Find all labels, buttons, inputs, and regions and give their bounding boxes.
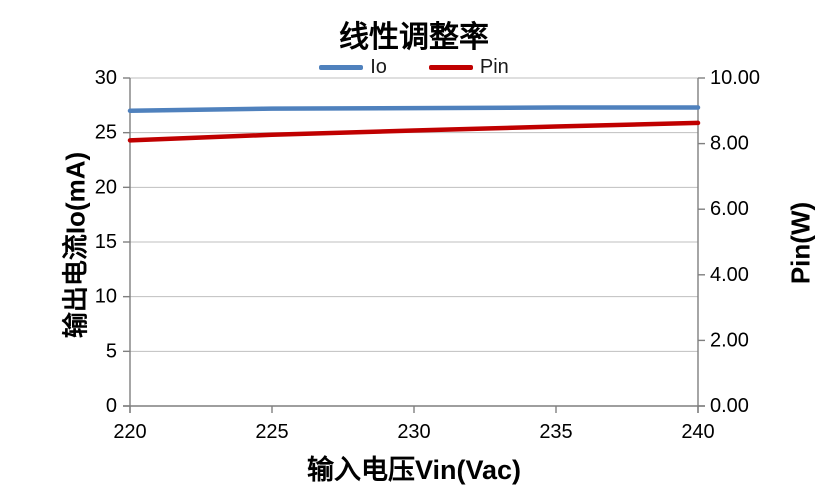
right-tick-label: 2.00 bbox=[710, 329, 749, 351]
left-tick-label: 20 bbox=[95, 176, 117, 198]
legend-item-io: Io bbox=[319, 56, 387, 79]
left-tick-label: 30 bbox=[95, 67, 117, 89]
chart-title: 线性调整率 bbox=[339, 21, 489, 54]
io-line-swatch bbox=[319, 65, 364, 70]
left-tick-label: 5 bbox=[106, 340, 117, 362]
right-tick-label: 6.00 bbox=[710, 198, 749, 220]
left-tick-label: 10 bbox=[95, 286, 117, 308]
left-axis-title: 输出电流Io(mA) bbox=[60, 151, 91, 339]
pin-line-swatch bbox=[428, 65, 473, 70]
x-tick-label: 235 bbox=[539, 421, 572, 443]
right-tick-label: 0.00 bbox=[710, 395, 749, 417]
left-tick-label: 25 bbox=[95, 122, 117, 144]
x-tick-label: 225 bbox=[255, 421, 288, 443]
right-axis-title: Pin(W) bbox=[785, 201, 816, 285]
x-tick-label: 220 bbox=[113, 421, 146, 443]
x-tick-label: 230 bbox=[397, 421, 430, 443]
legend-label-io: Io bbox=[370, 56, 387, 78]
legend-item-pin: Pin bbox=[428, 56, 509, 79]
right-tick-label: 10.00 bbox=[710, 67, 760, 89]
right-tick-label: 8.00 bbox=[710, 133, 749, 155]
series-line-pin bbox=[127, 120, 701, 143]
right-tick-label: 4.00 bbox=[710, 264, 749, 286]
left-tick-label: 0 bbox=[106, 395, 117, 417]
x-axis-title: 输入电压Vin(Vac) bbox=[306, 455, 522, 485]
series-line-io bbox=[127, 105, 701, 114]
legend-label-pin: Pin bbox=[479, 56, 509, 78]
left-tick-label: 15 bbox=[95, 231, 117, 253]
x-tick-label: 240 bbox=[681, 421, 714, 443]
legend: Io Pin bbox=[130, 56, 698, 79]
